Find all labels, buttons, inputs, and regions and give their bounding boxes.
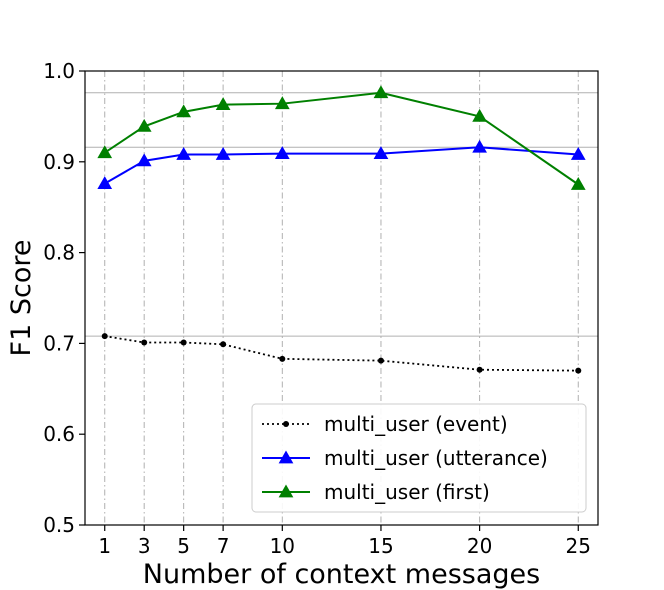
data-point (136, 153, 152, 167)
y-tick-label: 0.8 (43, 241, 75, 265)
plot-frame (84, 70, 599, 526)
legend-box (251, 403, 587, 513)
legend-label: multi_user (first) (324, 480, 490, 504)
x-tick-label: 20 (467, 534, 492, 558)
y-tick-label: 0.9 (43, 150, 75, 174)
data-point (373, 85, 389, 99)
y-axis-title: F1 Score (6, 240, 37, 357)
series-3 (97, 85, 586, 190)
data-point (176, 104, 192, 118)
data-point (141, 339, 148, 346)
series-1 (101, 333, 582, 374)
series-line (104, 91, 579, 186)
x-axis-title: Number of context messages (143, 559, 540, 590)
data-point (274, 96, 290, 110)
x-tick-label: 5 (177, 534, 190, 558)
data-point (377, 357, 384, 364)
data-point (176, 147, 192, 160)
data-point (575, 367, 582, 374)
data-point (472, 108, 487, 122)
data-point (215, 147, 231, 160)
data-point (472, 139, 487, 153)
legend-marker (278, 450, 294, 464)
x-tick-label: 7 (217, 534, 230, 558)
legend: multi_user (event) multi_user (utterance)… (251, 403, 587, 513)
data-point (570, 147, 586, 160)
data-point (97, 145, 113, 159)
legend-marker (278, 484, 294, 498)
legend-label: multi_user (utterance) (324, 446, 548, 470)
data-point (373, 146, 389, 160)
y-tick-label: 0.7 (43, 331, 75, 355)
data-point (215, 97, 231, 110)
data-point (180, 339, 187, 346)
x-tick-label: 3 (138, 534, 151, 558)
series-layer (97, 85, 586, 374)
data-point (136, 118, 152, 132)
data-point (279, 355, 286, 362)
data-point (476, 366, 483, 373)
legend-marker (283, 421, 289, 427)
series-2 (97, 139, 586, 189)
data-point (97, 176, 113, 189)
data-point (274, 146, 290, 160)
legend-label: multi_user (event) (324, 412, 508, 436)
x-tick-label: 25 (566, 534, 591, 558)
axis-layer: 1 3 5 7 10 15 20 25 0.5 0.6 0.7 0.8 0.9 1.0 (43, 59, 591, 558)
series-line (104, 146, 579, 185)
y-tick-label: 0.6 (43, 422, 75, 446)
x-tick-label: 15 (368, 534, 393, 558)
y-tick-label: 1.0 (43, 59, 75, 83)
data-point (101, 333, 108, 340)
x-tick-label: 10 (270, 534, 295, 558)
x-tick-label: 1 (98, 534, 111, 558)
series-line (104, 335, 579, 372)
y-tick-label: 0.5 (43, 513, 75, 537)
data-point (220, 341, 227, 348)
data-point (570, 176, 586, 190)
